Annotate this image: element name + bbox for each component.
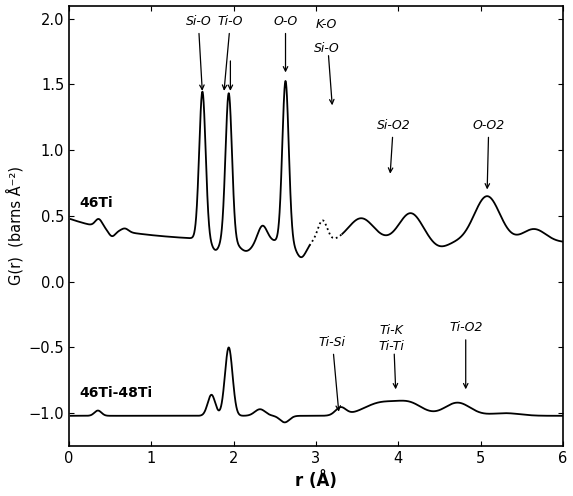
Text: Ti-K: Ti-K <box>380 324 403 337</box>
Text: Ti-Si: Ti-Si <box>319 336 346 410</box>
Text: Ti-Ti: Ti-Ti <box>379 340 405 353</box>
Y-axis label: G(r)  (barns Å⁻²): G(r) (barns Å⁻²) <box>6 166 23 285</box>
Text: Si-O: Si-O <box>186 15 211 89</box>
Text: K-O: K-O <box>316 18 337 31</box>
Text: 46Ti: 46Ti <box>80 196 113 210</box>
Text: O-O2: O-O2 <box>473 119 505 188</box>
Text: 46Ti-48Ti: 46Ti-48Ti <box>80 386 153 400</box>
Text: Ti-O2: Ti-O2 <box>449 321 482 388</box>
X-axis label: r (Å): r (Å) <box>295 472 337 491</box>
Text: O-O: O-O <box>273 15 297 71</box>
Text: Si-O2: Si-O2 <box>376 119 410 172</box>
Text: Si-O: Si-O <box>314 42 340 55</box>
Text: Ti-O: Ti-O <box>218 15 243 89</box>
